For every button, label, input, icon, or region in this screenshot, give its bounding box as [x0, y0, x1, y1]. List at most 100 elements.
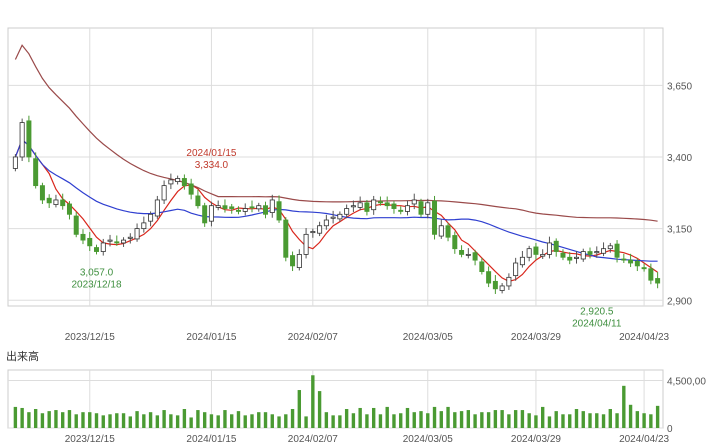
date-tick-label: 2023/12/15 — [65, 332, 115, 343]
date-tick-label: 2024/04/23 — [619, 332, 669, 343]
candle-body — [350, 205, 356, 208]
volume-bar — [108, 414, 112, 428]
volume-bar — [412, 412, 416, 428]
candle-body — [486, 271, 492, 284]
candle-body — [519, 256, 525, 266]
volume-date-tick-label: 2023/12/15 — [65, 434, 115, 445]
candle-body — [452, 235, 458, 250]
volume-date-tick-label: 2024/03/29 — [511, 434, 561, 445]
volume-bar — [500, 410, 504, 428]
candle-body — [60, 199, 66, 207]
candle-body — [621, 258, 627, 261]
candle-body — [601, 248, 607, 254]
candle-body — [127, 236, 133, 239]
candlesticks — [12, 115, 661, 294]
candle-body — [614, 243, 620, 258]
volume-bar — [169, 414, 173, 428]
candle-body — [303, 233, 309, 255]
candle-body — [641, 267, 647, 270]
annotation-date: 2024/01/15 — [186, 148, 236, 159]
volume-bar — [554, 411, 558, 428]
date-tick-label: 2024/03/05 — [403, 332, 453, 343]
candle-body — [438, 225, 444, 237]
volume-bar — [121, 413, 126, 428]
volume-bar — [453, 412, 457, 428]
candle-body — [492, 280, 498, 290]
candle-body — [540, 254, 546, 257]
volume-bar — [581, 411, 585, 428]
candle-body — [479, 261, 485, 273]
volume-bar — [74, 414, 78, 428]
volume-bar — [466, 410, 471, 428]
volume-bar — [615, 413, 619, 428]
candle-body — [195, 195, 201, 207]
candle-body — [310, 231, 316, 234]
candle-body — [202, 205, 208, 224]
candle-body — [655, 278, 661, 284]
candle-body — [148, 213, 154, 222]
candle-body — [33, 158, 39, 187]
candle-body — [141, 222, 147, 230]
candle-body — [39, 185, 45, 201]
volume-bar — [317, 391, 322, 428]
candle-body — [296, 254, 302, 268]
volume-bar — [202, 412, 207, 428]
candle-body — [168, 179, 174, 185]
candle-body — [465, 254, 471, 256]
volume-bar — [20, 407, 24, 428]
candle-body — [560, 252, 566, 258]
volume-bar — [405, 407, 410, 428]
volume-bar — [513, 410, 518, 428]
volume-bar — [608, 409, 612, 428]
candle-body — [594, 251, 600, 254]
candle-body — [377, 201, 383, 204]
volume-bar — [642, 413, 646, 428]
price-tick-label: 3,150 — [667, 225, 692, 236]
candle-body — [26, 120, 32, 158]
candle-body — [553, 240, 559, 252]
volume-bar — [588, 413, 592, 428]
volume-bars — [13, 375, 660, 428]
volume-bar — [493, 410, 498, 428]
volume-bar — [47, 411, 51, 428]
candle-body — [513, 262, 519, 277]
candle-body — [344, 208, 350, 215]
volume-bar — [459, 411, 464, 428]
volume-date-tick-label: 2024/03/05 — [403, 434, 453, 445]
volume-bar — [216, 415, 220, 428]
volume-bar — [196, 410, 200, 428]
annotation-date: 2024/04/11 — [572, 318, 622, 329]
candle-body — [12, 156, 18, 169]
candle-body — [87, 237, 93, 247]
candle-body — [587, 251, 593, 255]
volume-bar — [520, 410, 525, 428]
candle-body — [432, 200, 438, 235]
candle-body — [398, 209, 404, 212]
candle-body — [499, 285, 505, 291]
volume-bar — [270, 414, 274, 428]
volume-bar — [365, 414, 369, 428]
candle-body — [323, 219, 329, 227]
volume-bar — [534, 415, 538, 428]
candle-body — [573, 256, 579, 259]
volume-bar — [635, 411, 640, 428]
volume-bar — [628, 404, 633, 428]
candle-body — [19, 122, 25, 158]
volume-bar — [378, 414, 383, 428]
volume-bar — [547, 416, 552, 428]
volume-bar — [27, 412, 31, 428]
price-panel-frame — [7, 27, 664, 307]
volume-bar — [344, 409, 349, 428]
candle-body — [208, 205, 214, 222]
volume-bar — [155, 415, 160, 428]
volume-bar — [595, 413, 599, 428]
volume-bar — [182, 409, 187, 428]
volume-bar — [223, 410, 227, 428]
volume-bar — [297, 390, 302, 428]
annotation-date: 2023/12/18 — [71, 279, 121, 290]
volume-bar — [128, 416, 132, 428]
volume-bar — [209, 414, 214, 428]
candle-body — [371, 199, 377, 211]
candle-body — [580, 251, 586, 260]
